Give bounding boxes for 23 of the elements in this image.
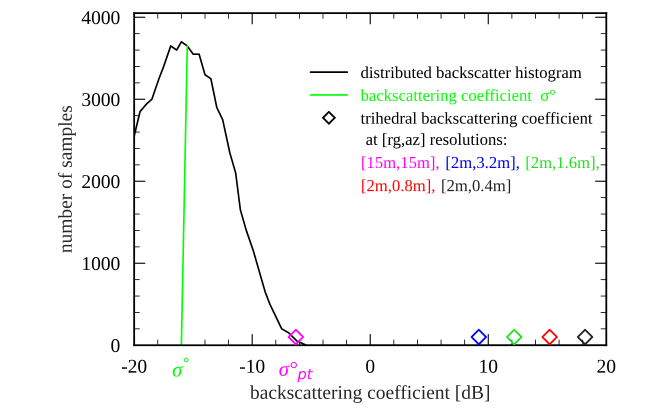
x-tick-label: 20 [597,360,616,373]
y-tick-label: 3000 [82,93,120,106]
text: [2m,0.4m] [442,180,510,194]
x-tick-label: 10 [480,360,498,373]
annotation: at [rg,az] resolutions: [366,133,506,148]
x-axis-title: backscattering coefficient [dB] [250,385,489,403]
text: [15m,15m], [362,156,439,171]
annotation: σ$^{°}$ [172,358,188,377]
y-tick-label: 2000 [82,175,120,188]
x-tick-label: -10 [240,360,264,373]
y-tick-label: 1000 [83,257,120,270]
y-axis-title: number of samples [58,106,76,253]
x-tick-label: -20 [122,360,146,373]
text: [2m,1.6m], [526,156,599,171]
legend-label: distributed backscatter histogram [361,66,582,82]
text: [2m,0.8m], [362,180,434,194]
text: [2m,3.2m], [446,156,519,171]
annotation: trihedral backscattering coefficient [360,112,592,128]
y-tick-label: 4000 [82,11,120,24]
y-tick-label: 0 [111,339,120,352]
legend-label: backscattering coefficient σ° [360,89,556,104]
annotation: σ°$_{pt}$ [279,362,313,382]
x-tick-label: 0 [366,360,374,373]
